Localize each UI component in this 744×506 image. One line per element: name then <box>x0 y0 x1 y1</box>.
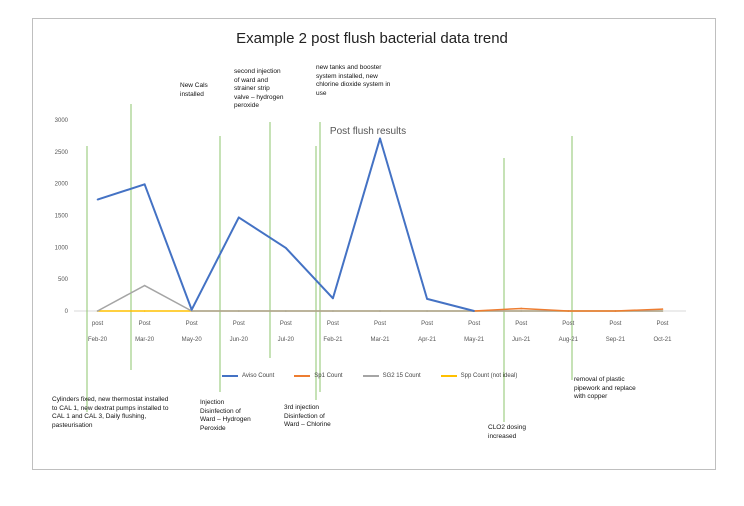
data-point <box>426 310 428 312</box>
data-point <box>614 310 617 312</box>
chart-frame <box>32 18 716 470</box>
x-tick-label: Apr-21 <box>418 337 437 343</box>
y-tick-label: 1500 <box>55 214 69 220</box>
data-point <box>190 308 193 311</box>
series-line-aviso-count <box>97 137 475 312</box>
data-point <box>237 216 240 219</box>
x-tick-label: Post <box>609 321 621 327</box>
data-point <box>661 310 664 312</box>
x-tick-label: Mar-21 <box>370 337 390 343</box>
legend-item-sp1: Sp1 Count <box>294 373 343 379</box>
legend-swatch <box>362 375 379 377</box>
data-point <box>96 198 99 201</box>
x-tick-label: Post <box>280 321 292 327</box>
chart-legend: Aviso Count Sp1 Count SG2 15 Count Spp C… <box>222 373 517 379</box>
series-line-sg2-15-count <box>97 284 663 312</box>
legend-swatch <box>222 375 238 377</box>
x-tick-label: Jun-21 <box>512 337 531 343</box>
data-point <box>285 247 287 249</box>
x-tick-label: Post <box>421 321 433 327</box>
x-tick-label: May-21 <box>464 337 485 343</box>
x-tick-label: Post <box>327 321 339 327</box>
data-point <box>520 307 523 310</box>
x-tick-label: Post <box>515 321 527 327</box>
x-tick-label: Post <box>186 321 198 327</box>
annotation-third-injection: 3rd injection Disinfection of Ward – Chl… <box>284 404 331 428</box>
chart-title: Example 2 post flush bacterial data tren… <box>236 30 508 47</box>
legend-label: Sp1 Count <box>314 373 343 379</box>
y-tick-label: 2500 <box>55 150 69 156</box>
x-tick-label: Mar-20 <box>135 337 155 343</box>
annotation-injection-h2o2: Injection Disinfection of Ward – Hydroge… <box>200 399 251 432</box>
data-point <box>237 310 240 312</box>
data-point <box>143 183 146 186</box>
annotation-new-cals: New Cals installed <box>180 82 208 98</box>
x-tick-label: Post <box>139 321 151 327</box>
annotation-cylinders-fixed: Cylinders fixed, new thermostat installe… <box>52 396 169 429</box>
legend-item-aviso: Aviso Count <box>222 373 274 379</box>
data-point <box>285 310 287 312</box>
data-point <box>143 284 146 287</box>
x-tick-label: Aug-21 <box>559 337 579 343</box>
x-tick-label: post <box>92 321 104 327</box>
x-tick-label: Post <box>562 321 574 327</box>
data-point <box>567 310 570 312</box>
data-point <box>332 310 334 312</box>
x-tick-label: Post <box>656 321 668 327</box>
x-tick-label: Feb-21 <box>323 337 343 343</box>
annotation-second-injection: second injection of ward and strainer st… <box>234 68 284 109</box>
annotation-clo2-dosing: CLO2 dosing increased <box>488 424 526 440</box>
data-point <box>473 310 475 312</box>
x-tick-label: Post <box>233 321 245 327</box>
x-tick-label: Oct-21 <box>653 337 672 343</box>
legend-label: Aviso Count <box>242 373 275 379</box>
legend-swatch <box>440 375 457 377</box>
x-tick-label: Feb-20 <box>88 337 108 343</box>
data-point <box>96 310 99 312</box>
data-point <box>520 310 523 312</box>
chart-subtitle: Post flush results <box>329 126 407 137</box>
data-point <box>332 297 334 300</box>
legend-item-spp: Spp Count (not ideal) <box>440 373 518 379</box>
y-tick-label: 500 <box>58 277 69 283</box>
y-tick-label: 3000 <box>55 118 69 124</box>
y-tick-label: 2000 <box>55 182 69 188</box>
annotation-copper-pipework: removal of plastic pipework and replace … <box>574 376 636 400</box>
x-tick-label: Sep-21 <box>606 337 626 343</box>
legend-label: SG2 15 Count <box>382 373 421 379</box>
data-point <box>426 298 428 300</box>
x-tick-label: Post <box>468 321 480 327</box>
x-tick-label: Jun-20 <box>230 337 249 343</box>
data-point <box>143 310 146 312</box>
legend-item-sg2: SG2 15 Count <box>362 373 421 379</box>
x-tick-label: Post <box>374 321 386 327</box>
data-point <box>379 310 381 312</box>
legend-swatch <box>294 375 311 377</box>
legend-label: Spp Count (not ideal) <box>460 373 518 379</box>
y-tick-label: 1000 <box>55 245 69 251</box>
y-tick-label: 0 <box>65 309 69 315</box>
data-point <box>661 308 664 310</box>
annotation-new-tanks: new tanks and booster system installed, … <box>316 64 391 97</box>
x-tick-label: May-20 <box>182 337 203 343</box>
x-tick-label: Jul-20 <box>278 337 295 343</box>
data-point <box>379 137 381 140</box>
